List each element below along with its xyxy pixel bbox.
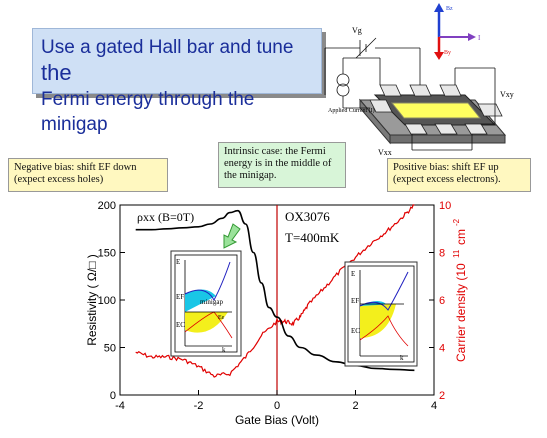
y-right-tick-label: 6 <box>439 295 445 307</box>
rho-label: ρxx (B=0T) <box>137 210 194 224</box>
callout-negative-bias: Negative bias: shift EF down (expect exc… <box>8 158 168 192</box>
carrier-density-curve <box>135 204 415 378</box>
inset-band-diagram-right: E EF EC k <box>344 261 418 367</box>
y-axis-right-label-text: Carrier density (10 <box>454 263 468 362</box>
axis-y-label: By <box>444 50 451 56</box>
resistivity-curve <box>135 209 415 372</box>
y-axis-right-label-exp: 11 <box>452 249 461 258</box>
title-line1: Use a gated Hall bar and tune <box>41 37 294 58</box>
vxy-label: Vxy <box>500 90 514 99</box>
x-tick-label: -2 <box>194 400 204 412</box>
y-axis-right: 2 4 6 8 10 <box>429 200 451 402</box>
inset-right-k-label: k <box>400 354 404 362</box>
vg-label: Vg <box>352 26 362 35</box>
inset-right-ec-label: EC <box>351 327 360 335</box>
y-right-tick-label: 10 <box>439 200 451 212</box>
inset-left-ec-label: EC <box>176 321 185 329</box>
inset-left-e-label: E <box>176 258 180 266</box>
y-left-tick-label: 50 <box>104 343 116 355</box>
cyan-band <box>360 300 386 312</box>
x-tick-label: 4 <box>431 400 437 412</box>
inset-left-k-label: k <box>222 346 226 354</box>
inset-left-ef-label: EF <box>176 293 184 301</box>
callout-negative-line1: Negative bias: shift EF down <box>14 162 137 173</box>
y-right-tick-label: 8 <box>439 248 445 260</box>
yellow-band <box>360 304 396 338</box>
y-left-tick-label: 0 <box>110 390 116 402</box>
axis-z-label: Bz <box>446 6 453 12</box>
vxx-label: Vxx <box>378 148 392 157</box>
callout-middle-line3: the minigap. <box>224 170 277 181</box>
y-left-tick-label: 200 <box>98 200 116 212</box>
callout-negative-line2: (expect excess holes) <box>14 174 104 185</box>
y-axis-right-label-unit: cm <box>454 229 468 245</box>
gate-region <box>373 94 497 126</box>
callout-intrinsic: Intrinsic case: the Fermi energy is in t… <box>218 142 346 188</box>
sample-label: OX3076 <box>285 209 330 224</box>
x-tick-label: -4 <box>115 400 125 412</box>
plot-frame <box>119 204 435 396</box>
inset-left-ee-label: Ee <box>218 315 225 321</box>
hall-channel <box>390 102 482 119</box>
title-panel: Use a gated Hall bar and tune the Fermi e… <box>32 28 322 135</box>
inset-band-diagram-left: E EF EC minigap Ee k <box>170 250 242 357</box>
y-axis-left-label: Resistivity ( Ω/□ ) <box>85 254 99 346</box>
title-line2: Fermi energy through the minigap <box>41 89 255 135</box>
down-arrow-icon <box>223 223 241 249</box>
callout-positive-line2: (expect excess electrons). <box>393 174 501 185</box>
inset-right-e-label: E <box>351 270 355 278</box>
y-axis-left: 0 50 100 150 200 <box>98 200 125 402</box>
x-tick-label: 2 <box>352 400 358 412</box>
y-left-tick-label: 100 <box>98 295 116 307</box>
callout-middle-line1: Intrinsic case: the Fermi <box>224 146 326 157</box>
x-axis: -4 -2 0 2 4 <box>115 390 437 412</box>
callout-middle-line2: energy is in the middle of <box>224 158 332 169</box>
hall-contacts <box>369 84 503 135</box>
y-axis-right-label: Carrier density (10 11 cm -2 <box>452 218 468 362</box>
title-line1-emph: the <box>41 60 72 85</box>
axis-indicator: Bz I By <box>434 3 481 60</box>
callout-positive-bias: Positive bias: shift EF up (expect exces… <box>387 158 531 192</box>
y-left-tick-label: 150 <box>98 248 116 260</box>
yellow-band <box>185 312 228 333</box>
hall-bar-device: Vg Applied Current (I) Vxy Vxx <box>324 26 514 157</box>
source-label: Applied Current (I) <box>328 107 375 114</box>
y-axis-right-label-unit-exp: -2 <box>452 218 461 226</box>
x-tick-label: 0 <box>274 400 280 412</box>
temperature-label: T=400mK <box>285 230 340 245</box>
y-right-tick-label: 2 <box>439 390 445 402</box>
cyan-band <box>185 289 216 312</box>
inset-right-ef-label: EF <box>351 297 359 305</box>
x-axis-label: Gate Bias (Volt) <box>235 413 319 427</box>
axis-x-label: I <box>478 34 481 42</box>
callout-positive-line1: Positive bias: shift EF up <box>393 162 499 173</box>
slide-title: Use a gated Hall bar and tune the Fermi e… <box>41 35 321 137</box>
y-right-tick-label: 4 <box>439 343 445 355</box>
inset-left-minigap-label: minigap <box>200 298 223 306</box>
